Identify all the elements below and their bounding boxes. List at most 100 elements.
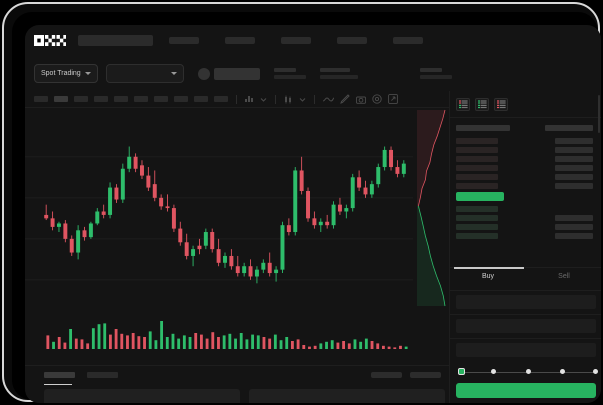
trading-mode-label: Spot Trading [41, 70, 81, 77]
orderbook-both-icon[interactable] [456, 98, 470, 111]
tab-open-orders[interactable] [44, 372, 75, 385]
orderbook-ask-row[interactable] [450, 136, 601, 145]
chevron-down-icon[interactable] [299, 96, 306, 103]
nav-item-5[interactable] [337, 37, 367, 44]
toolbar-divider [314, 94, 315, 104]
volume-histogram [25, 309, 449, 365]
order-percent-slider[interactable] [458, 368, 598, 377]
nav-item-4[interactable] [281, 37, 311, 44]
stat-label [273, 68, 296, 72]
pair-select[interactable] [105, 64, 184, 83]
orderbook-ask-row[interactable] [450, 145, 601, 154]
device-bezel: Spot Trading [12, 12, 601, 403]
bottom-action-1[interactable] [371, 372, 402, 378]
orderbook-ask-row[interactable] [450, 163, 601, 172]
gear-icon[interactable] [372, 94, 382, 104]
bid-price [456, 214, 498, 221]
bid-amount [555, 223, 593, 230]
nav-item-2[interactable] [169, 37, 199, 44]
orderbook-rows[interactable] [450, 118, 601, 294]
timeframe-button-1[interactable] [34, 96, 48, 102]
tab-sell[interactable]: Sell [558, 273, 570, 280]
place-buy-order-button[interactable] [456, 383, 596, 398]
order-entry-form: Buy Sell [450, 267, 601, 403]
bottom-action-2[interactable] [410, 372, 441, 378]
stat-value [273, 75, 306, 79]
pencil-icon[interactable] [340, 94, 350, 104]
form-divider [450, 314, 601, 315]
orderbook-bid-row[interactable] [450, 213, 601, 222]
orderbook-bids-icon[interactable] [475, 98, 489, 111]
timeframe-button-9[interactable] [194, 96, 208, 102]
tab-buy[interactable]: Buy [481, 273, 495, 280]
orderbook-ask-row[interactable] [450, 181, 601, 190]
app-screen: Spot Trading [25, 25, 601, 403]
nav-item-3[interactable] [225, 37, 255, 44]
orderbook-bid-row[interactable] [450, 204, 601, 213]
tab-order-history[interactable] [87, 372, 118, 378]
form-divider [450, 338, 601, 339]
active-tab-underline [454, 267, 524, 269]
form-divider [450, 290, 601, 291]
page-scrollbar[interactable] [598, 95, 600, 133]
ask-amount [555, 164, 593, 171]
wave-line-icon[interactable] [323, 96, 334, 103]
price-candlestick-chart[interactable] [25, 108, 413, 309]
order-total-field[interactable] [456, 343, 596, 357]
timeframe-button-7[interactable] [154, 96, 168, 102]
market-depth-chart [413, 108, 449, 309]
fullscreen-icon[interactable] [388, 94, 398, 104]
okx-logo[interactable] [34, 35, 66, 46]
indicator-icon[interactable] [245, 95, 254, 104]
camera-icon[interactable] [356, 95, 366, 104]
bottom-card-1[interactable] [44, 389, 240, 403]
candlestick-icon[interactable] [284, 95, 293, 104]
trading-mode-select[interactable]: Spot Trading [34, 64, 98, 83]
orderbook-bid-row[interactable] [450, 222, 601, 231]
bid-price [456, 232, 498, 239]
toolbar-divider [275, 94, 276, 104]
bid-price [456, 205, 498, 212]
orderbook-ask-row[interactable] [450, 154, 601, 163]
order-amount-field[interactable] [456, 319, 596, 333]
stat-volume-24h [419, 68, 452, 79]
timeframe-button-6[interactable] [134, 96, 148, 102]
slider-stop-25[interactable] [491, 369, 496, 374]
buy-sell-tabs: Buy Sell [450, 267, 601, 285]
timeframe-button-2[interactable] [54, 96, 68, 102]
order-price-field[interactable] [456, 295, 596, 309]
nav-item-6[interactable] [393, 37, 423, 44]
slider-handle[interactable] [458, 368, 465, 375]
slider-stop-75[interactable] [560, 369, 565, 374]
timeframe-button-8[interactable] [174, 96, 188, 102]
orderbook-mode-switcher [450, 91, 601, 118]
orders-panel-tabs [25, 366, 449, 385]
bottom-card-2[interactable] [249, 389, 445, 403]
timeframe-button-3[interactable] [74, 96, 88, 102]
market-bar: Spot Trading [25, 58, 601, 89]
ask-amount [555, 173, 593, 180]
slider-stop-100[interactable] [593, 369, 598, 374]
ask-price [456, 146, 498, 153]
stat-label [419, 68, 442, 72]
orderbook-asks-icon[interactable] [494, 98, 508, 111]
slider-stop-50[interactable] [526, 369, 531, 374]
ask-price [456, 164, 498, 171]
chevron-down-icon [84, 72, 91, 75]
ask-price [456, 182, 498, 189]
top-navigation-bar [25, 25, 601, 56]
ask-amount [555, 146, 593, 153]
bid-amount [555, 232, 593, 239]
orderbook-bid-row[interactable] [450, 231, 601, 240]
timeframe-button-10[interactable] [214, 96, 228, 102]
timeframe-button-4[interactable] [94, 96, 108, 102]
orders-panel-cards [44, 389, 445, 403]
bid-price [456, 223, 498, 230]
chevron-down-icon[interactable] [260, 96, 267, 103]
nav-item-search[interactable] [78, 35, 153, 46]
stat-label [319, 68, 350, 72]
chart-toolbar [25, 91, 449, 108]
orderbook-ask-row[interactable] [450, 172, 601, 181]
timeframe-button-5[interactable] [114, 96, 128, 102]
